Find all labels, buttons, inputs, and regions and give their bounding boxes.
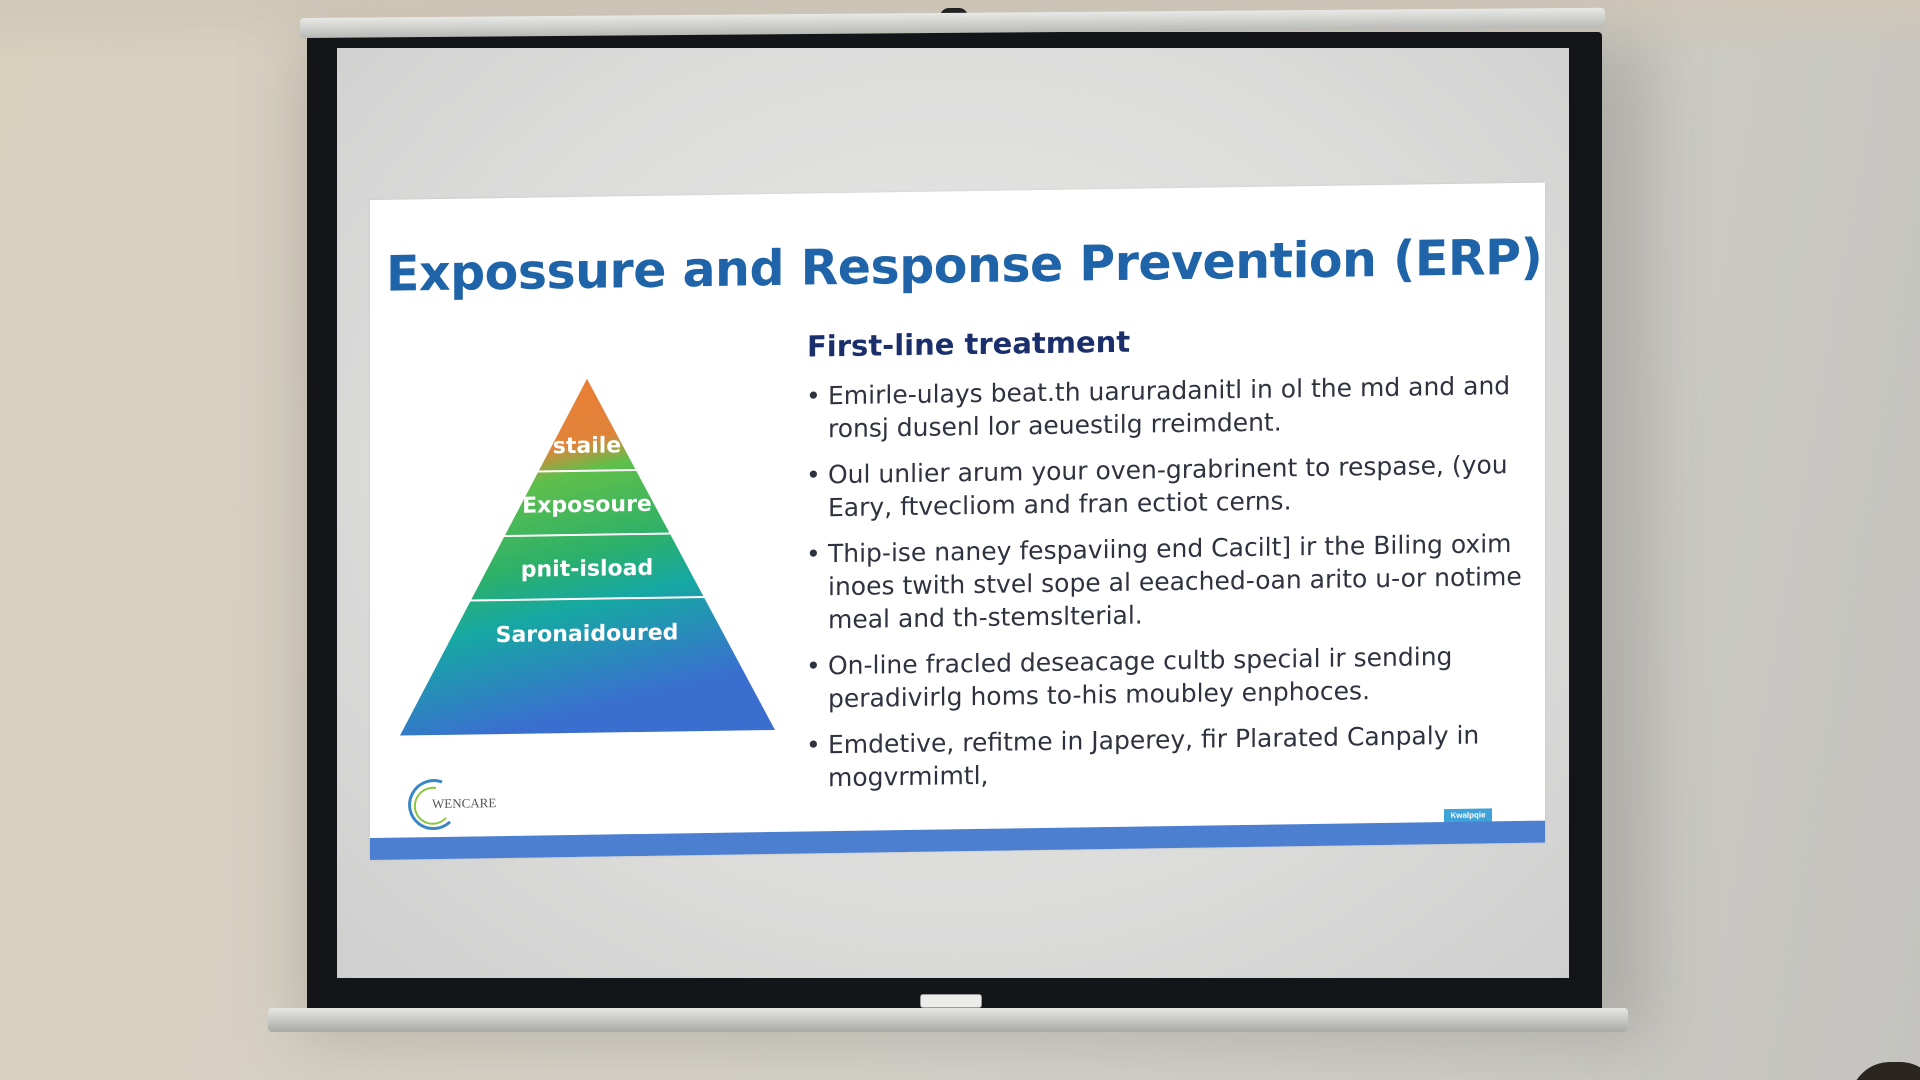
bullet-item: Emirle-ulays beat.th uaruradanitl in ol … — [806, 369, 1526, 446]
pyramid-level-4-label: Saronaidoured — [496, 620, 679, 648]
pyramid-diagram: staile Exposoure pnit-isload Saronaidour… — [400, 378, 775, 736]
bullet-list: Emirle-ulays beat.th uaruradanitl in ol … — [806, 369, 1526, 808]
company-logo: WENCARE — [408, 779, 496, 830]
audience-head — [1850, 1062, 1920, 1080]
pull-handle — [920, 994, 982, 1008]
slide-subheading: First-line treatment — [807, 324, 1131, 364]
slide-title: Expossure and Response Prevention (ERP) — [386, 228, 1543, 303]
bullet-item: On-line fracled deseacage cultb special … — [806, 639, 1526, 716]
logo-swoosh-icon — [408, 779, 452, 830]
logo-swoosh-icon — [413, 786, 447, 825]
bullet-item: Emdetive, refitme in Japerey, fir Plarat… — [806, 718, 1526, 795]
presentation-slide: Expossure and Response Prevention (ERP) … — [370, 182, 1545, 860]
pyramid-divider — [504, 532, 671, 538]
pyramid-level-2-label: Exposoure — [522, 492, 652, 519]
pyramid-shape — [400, 378, 775, 736]
bullet-item: Thip-ise naney fespaviing end Cacilt] ir… — [806, 527, 1526, 637]
screen-bottom-bar — [268, 1008, 1628, 1032]
bullet-item: Oul unlier arum your oven-grabrinent to … — [806, 448, 1526, 525]
pyramid-divider — [470, 596, 705, 602]
pyramid-level-3-label: pnit-isload — [521, 556, 653, 583]
pyramid-level-1-label: staile — [553, 433, 621, 459]
logo-text: WENCARE — [432, 795, 496, 811]
pyramid-divider — [538, 469, 636, 473]
